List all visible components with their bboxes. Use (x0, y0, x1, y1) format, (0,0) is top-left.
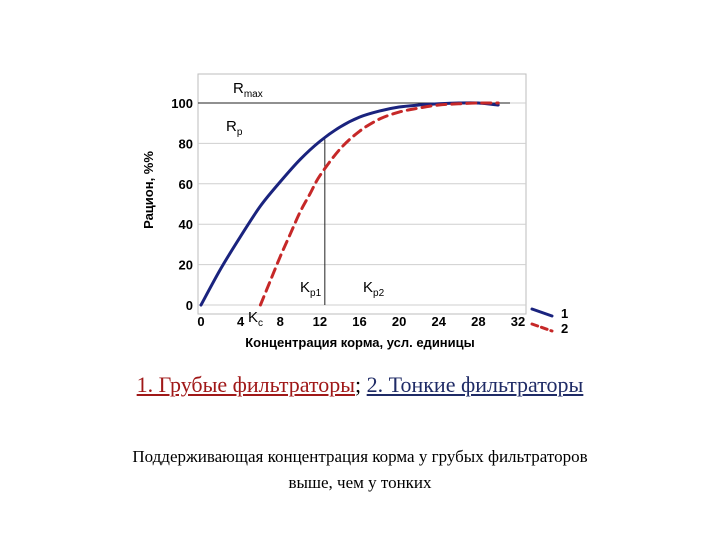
annotation-kc-sub: c (258, 318, 263, 329)
x-tick-20: 20 (392, 314, 406, 329)
note-line-2: выше, чем у тонких (288, 473, 432, 492)
annotation-kp1-sub: p1 (310, 288, 322, 299)
x-tick-24: 24 (432, 314, 447, 329)
x-tick-4: 4 (237, 314, 245, 329)
annotation-rp-base: R (226, 118, 237, 135)
x-tick-12: 12 (313, 314, 327, 329)
annotation-rp-sub: p (237, 127, 243, 138)
x-tick-8: 8 (277, 314, 284, 329)
y-tick-20: 20 (179, 258, 193, 273)
legend-label-1: 1 (561, 306, 568, 321)
legend-label-2: 2 (561, 321, 568, 336)
series-line-1 (199, 101, 500, 307)
series-line-2 (258, 101, 500, 307)
grid-lines (198, 102, 526, 306)
y-tick-40: 40 (179, 217, 193, 232)
reference-lines (198, 102, 510, 305)
annotation-kp2-sub: p2 (373, 288, 385, 299)
caption: 1. Грубые фильтраторы; 2. Тонкие фильтра… (0, 372, 720, 398)
annotation-rmax-base: R (233, 80, 244, 97)
y-tick-60: 60 (179, 177, 193, 192)
annotation-kc-base: K (248, 309, 258, 326)
y-tick-labels: 0 20 40 60 80 100 (171, 96, 193, 313)
y-axis-label: Рацион, %% (141, 151, 156, 229)
note-line-1: Поддерживающая концентрация корма у груб… (132, 447, 588, 466)
caption-coarse-filter-feeders: 1. Грубые фильтраторы (136, 372, 356, 397)
caption-fine-filter-feeders: 2. Тонкие фильтраторы (366, 372, 584, 397)
x-tick-32: 32 (511, 314, 525, 329)
annotation-kp2-base: K (363, 279, 373, 296)
note-text: Поддерживающая концентрация корма у груб… (60, 444, 660, 496)
annotation-kp1-base: K (300, 279, 310, 296)
y-tick-100: 100 (171, 96, 193, 111)
legend-line-2 (530, 322, 554, 333)
x-tick-labels: 0 4 8 12 16 20 24 28 32 (197, 314, 525, 329)
y-tick-80: 80 (179, 136, 193, 151)
annotation-rmax-sub: max (244, 89, 263, 100)
y-tick-0: 0 (186, 298, 193, 313)
annotation-rmax: Rmax (233, 80, 263, 100)
legend-line-1 (530, 307, 554, 318)
annotation-kp2: Kp2 (363, 279, 385, 299)
caption-separator: ; (355, 372, 367, 397)
x-tick-28: 28 (471, 314, 485, 329)
annotation-kp1: Kp1 (300, 279, 322, 299)
x-tick-0: 0 (197, 314, 204, 329)
legend: 12 (530, 306, 568, 336)
annotation-rp: Rp (226, 118, 243, 138)
x-tick-16: 16 (352, 314, 366, 329)
feeding-chart: 0 20 40 60 80 100 0 4 8 12 16 20 24 28 32 Концентраци… (141, 73, 568, 350)
annotation-kc: Kc (248, 309, 263, 329)
plot-frame (197, 73, 527, 315)
x-axis-label: Концентрация корма, усл. единицы (245, 335, 475, 350)
series-lines (199, 101, 500, 307)
